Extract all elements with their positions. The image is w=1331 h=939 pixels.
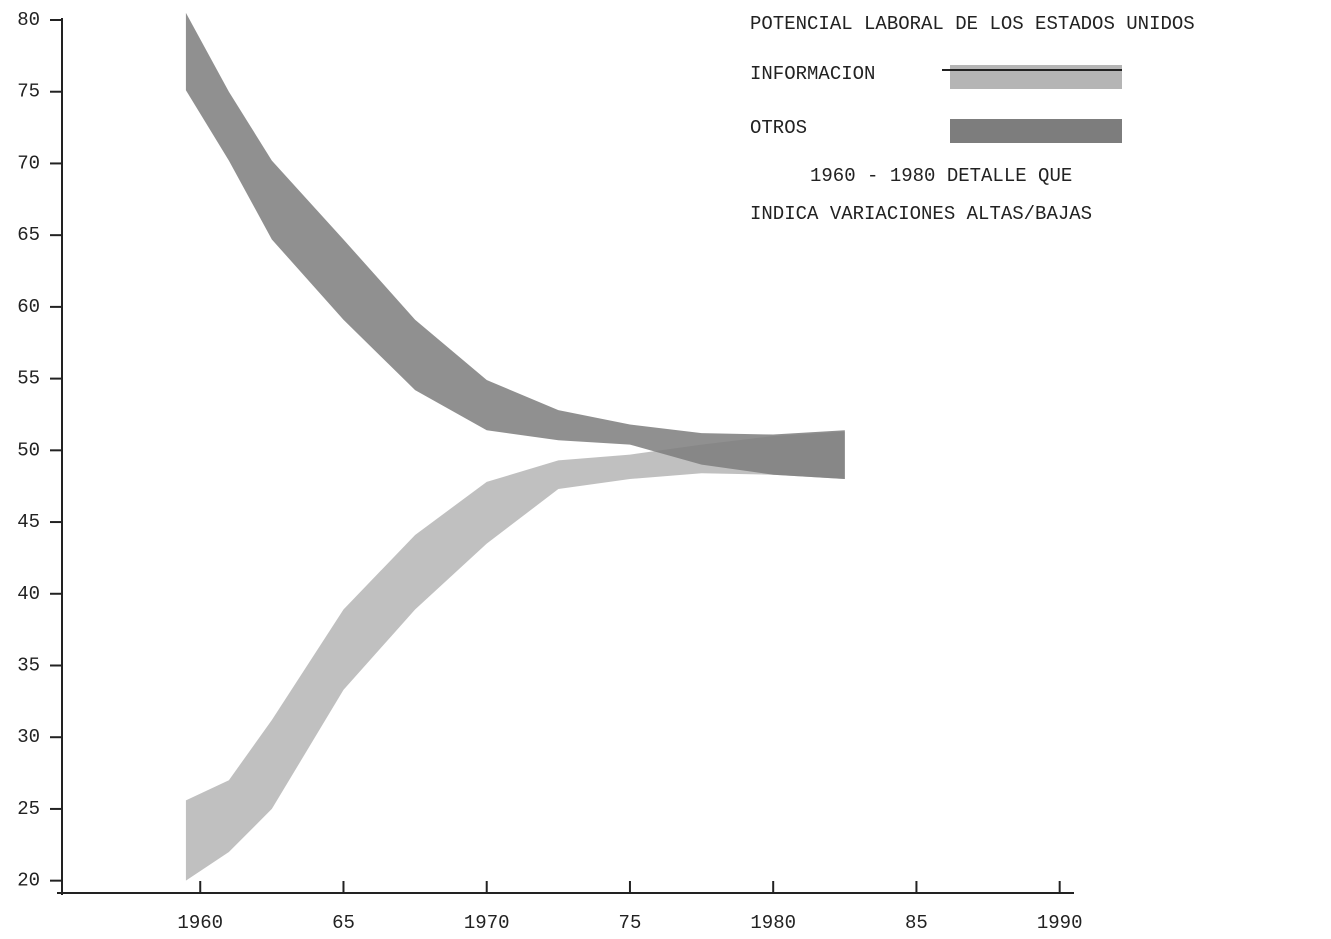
x-tick-label: 85 [905,912,928,934]
x-tick-label: 75 [619,912,642,934]
y-tick-label: 45 [17,511,40,533]
annotation: INDICA VARIACIONES ALTAS/BAJAS [750,203,1092,225]
y-tick-label: 60 [17,296,40,318]
band [185,12,845,480]
chart-title: POTENCIAL LABORAL DE LOS ESTADOS UNIDOS [750,13,1195,35]
x-tick-label: 1980 [750,912,796,934]
x-tick-label: 1960 [177,912,223,934]
x-tick-label: 1990 [1037,912,1083,934]
legend-swatch [950,119,1122,143]
band [185,431,845,881]
y-tick-label: 70 [17,152,40,174]
x-tick-label: 1970 [464,912,510,934]
y-tick-label: 65 [17,224,40,246]
y-tick-label: 35 [17,655,40,677]
y-tick-label: 30 [17,726,40,748]
y-tick-label: 25 [17,798,40,820]
legend-label: OTROS [750,117,807,139]
y-tick-label: 50 [17,439,40,461]
legend-swatch [950,65,1122,89]
y-tick-label: 80 [17,9,40,31]
y-tick-label: 40 [17,583,40,605]
legend-label: INFORMACION [750,63,875,85]
x-tick-label: 65 [332,912,355,934]
y-tick-label: 55 [17,368,40,390]
y-tick-label: 75 [17,81,40,103]
y-tick-label: 20 [17,870,40,892]
annotation: 1960 - 1980 DETALLE QUE [810,165,1072,187]
